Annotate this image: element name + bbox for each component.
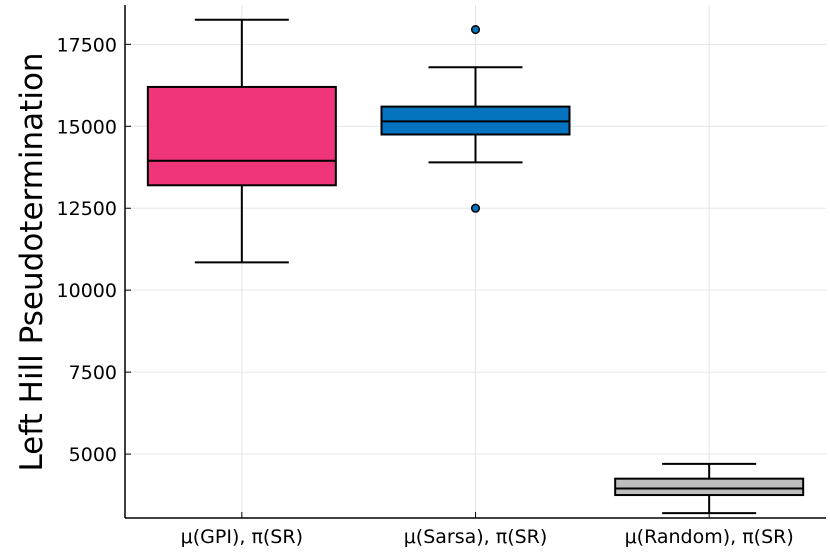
boxes (146, 18, 805, 515)
x-tick-label: μ(Sarsa), π(SR) (404, 526, 548, 548)
outlier-point (470, 203, 481, 213)
box-iqr (146, 85, 337, 187)
x-tick-label: μ(Random), π(SR) (625, 526, 794, 548)
box-iqr (614, 477, 805, 497)
y-tick-label: 15000 (57, 116, 117, 138)
y-tick-label: 5000 (69, 444, 117, 466)
tick-labels: 5000 7500 10000 12500 15000 17500 μ(GPI), π(SR… (57, 34, 794, 548)
x-tick-label: μ(GPI), π(SR) (181, 526, 303, 548)
y-axis-title: Left Hill Pseudotermination (14, 52, 50, 471)
y-tick-label: 7500 (69, 362, 117, 384)
y-tick-label: 10000 (57, 280, 117, 302)
y-tick-label: 12500 (57, 198, 117, 220)
axes (124, 5, 826, 519)
outlier-point (470, 25, 481, 35)
y-tick-label: 17500 (57, 34, 117, 56)
